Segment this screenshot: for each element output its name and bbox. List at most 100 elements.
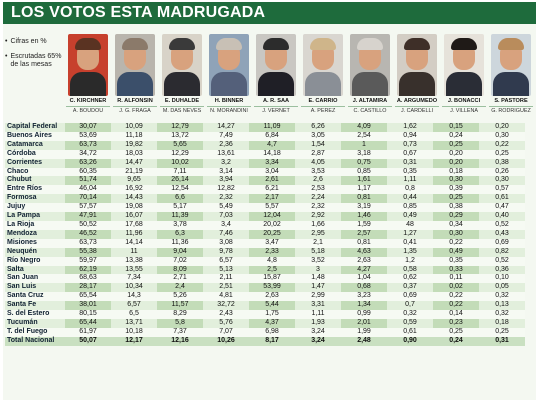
name-divider	[442, 106, 486, 107]
vote-percentage: 14,47	[111, 158, 157, 168]
vote-percentage: 3,18	[341, 149, 387, 159]
vote-percentage: 7,07	[203, 327, 249, 337]
candidate-card: J. BONACCI J. VILLENA	[442, 32, 486, 120]
vote-percentage: 13,72	[157, 131, 203, 141]
photo-body	[211, 72, 247, 96]
vote-percentage: 10,18	[111, 327, 157, 337]
vote-percentage: 3,53	[295, 167, 341, 177]
vote-percentage: 2,63	[249, 292, 295, 302]
candidate-photo	[162, 34, 202, 96]
vote-percentage: 11,36	[157, 238, 203, 248]
vote-percentage: 0,94	[387, 131, 433, 141]
vote-percentage: 8,17	[249, 336, 295, 346]
vote-percentage: 3,24	[295, 327, 341, 337]
province-name: Jujuy	[5, 203, 65, 213]
vote-percentage: 4,27	[341, 265, 387, 275]
vote-percentage: 0,38	[433, 203, 479, 213]
vote-percentage: 0,31	[479, 336, 525, 346]
vote-percentage: 7,02	[157, 256, 203, 266]
province-name: Tucumán	[5, 318, 65, 328]
table-row: San Luis 28,17 10,34 2,4 2,51 53,99 1,47 0,68 0,…	[5, 283, 525, 293]
table-row: San Juan 68,63 7,34 2,71 2,11 15,87 1,48 1,04 0,…	[5, 274, 525, 284]
province-name: Chaco	[5, 167, 65, 177]
photo-hair	[404, 38, 430, 50]
photo-hair	[263, 38, 289, 50]
vote-percentage: 0,32	[387, 310, 433, 319]
vote-percentage: 53,99	[249, 283, 295, 293]
photo-body	[446, 72, 482, 96]
vote-percentage: 5,76	[203, 318, 249, 328]
vote-percentage: 5,26	[157, 292, 203, 302]
vote-percentage: 0,35	[433, 256, 479, 266]
photo-hair	[75, 38, 101, 50]
vote-percentage: 3,2	[203, 158, 249, 168]
vote-percentage: 65,54	[65, 292, 111, 302]
vote-percentage: 3,24	[295, 336, 341, 346]
note-item: • Cifras en %	[5, 38, 63, 47]
province-name: Salta	[5, 265, 65, 275]
province-name: Mendoza	[5, 229, 65, 239]
vote-percentage: 6,26	[295, 123, 341, 132]
name-divider	[207, 106, 251, 107]
candidate-name: R. ALFONSÍN	[117, 98, 153, 104]
vote-percentage: 59,97	[65, 256, 111, 266]
province-name: T. del Fuego	[5, 327, 65, 337]
vote-percentage: 7,03	[203, 212, 249, 221]
vote-percentage: 3,47	[249, 238, 295, 248]
vote-percentage: 7,49	[203, 131, 249, 141]
note-text: Escrutadas 65% de las mesas	[10, 52, 62, 69]
running-mate-name: A. BOUDOU	[72, 108, 104, 114]
candidate-name: E. CARRIÓ	[308, 98, 338, 104]
candidate-card: R. ALFONSÍN J. G. FRAGA	[113, 32, 157, 120]
vote-percentage: 0,33	[433, 265, 479, 275]
province-name: Total Nacional	[5, 336, 65, 346]
vote-percentage: 0,15	[433, 123, 479, 132]
vote-percentage: 0,20	[433, 149, 479, 159]
vote-percentage: 0,69	[387, 292, 433, 302]
running-mate-name: J. CARDELLI	[400, 108, 434, 114]
name-divider	[489, 106, 533, 107]
table-row: S. del Estero 80,15 6,5 8,29 2,43 1,75 1,11 0,9…	[5, 310, 525, 319]
table-row: T. del Fuego 61,97 10,18 7,37 7,07 6,98 3,24 1,…	[5, 327, 525, 337]
vote-percentage: 0,52	[479, 256, 525, 266]
vote-percentage: 80,15	[65, 310, 111, 319]
vote-percentage: 10,09	[111, 123, 157, 132]
candidate-card: A. R. SAÁ J. VERNET	[254, 32, 298, 120]
vote-percentage: 6,21	[249, 185, 295, 195]
candidate-name: H. BINNER	[214, 98, 244, 104]
vote-percentage: 1,34	[341, 301, 387, 311]
vote-percentage: 0,49	[387, 212, 433, 221]
vote-percentage: 0,24	[433, 131, 479, 141]
vote-percentage: 0,25	[479, 149, 525, 159]
vote-percentage: 0,37	[387, 283, 433, 293]
vote-percentage: 17,68	[111, 220, 157, 230]
vote-percentage: 0,25	[433, 327, 479, 337]
vote-percentage: 46,52	[65, 229, 111, 239]
vote-percentage: 0,61	[387, 327, 433, 337]
vote-percentage: 0,30	[433, 229, 479, 239]
province-name: S. del Estero	[5, 310, 65, 319]
vote-percentage: 2,61	[249, 176, 295, 186]
vote-percentage: 0,30	[479, 176, 525, 186]
vote-percentage: 0,75	[341, 158, 387, 168]
vote-percentage: 63,73	[65, 140, 111, 150]
vote-percentage: 6,98	[249, 327, 295, 337]
vote-percentage: 4,37	[249, 318, 295, 328]
photo-body	[352, 72, 388, 96]
vote-percentage: 3,08	[203, 238, 249, 248]
vote-percentage: 0,32	[479, 292, 525, 302]
total-row: Total Nacional 50,07 12,17 12,16 10,26 8,17 3,…	[5, 336, 525, 346]
vote-percentage: 0,67	[387, 149, 433, 159]
vote-percentage: 0,32	[479, 310, 525, 319]
photo-body	[399, 72, 435, 96]
vote-percentage: 2,92	[295, 212, 341, 221]
vote-percentage: 5,44	[249, 301, 295, 311]
vote-percentage: 14,3	[111, 292, 157, 302]
vote-percentage: 0,26	[479, 167, 525, 177]
vote-percentage: 1	[341, 140, 387, 150]
vote-percentage: 6,6	[157, 194, 203, 204]
table-row: Chaco 60,35 21,19 7,11 3,14 3,04 3,53 0,85 0,35 0…	[5, 167, 525, 177]
vote-percentage: 0,24	[433, 336, 479, 346]
table-row: La Pampa 47,91 16,07 11,39 7,03 12,04 2,92 1,46…	[5, 212, 525, 221]
vote-percentage: 11,18	[111, 131, 157, 141]
